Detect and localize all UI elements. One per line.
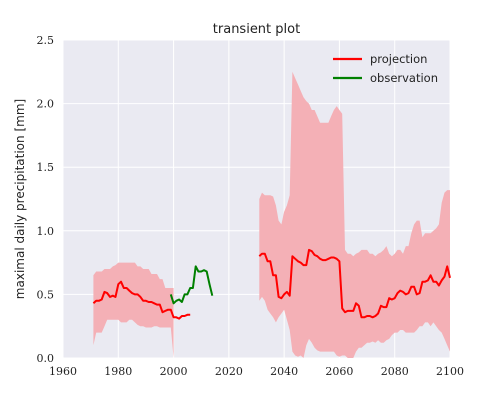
projection-range-band	[93, 262, 174, 358]
x-axis-ticks: 1960 1980 2000 2020 2040 2060 2080 2100	[49, 365, 464, 378]
observation-series-line	[169, 265, 214, 305]
x-tick-label: 1960	[49, 365, 77, 378]
series-lines	[92, 248, 451, 320]
y-tick-label: 1.0	[37, 225, 55, 238]
projection-series-line	[92, 280, 191, 320]
x-tick-label: 1980	[104, 365, 132, 378]
y-tick-label: 0.5	[37, 288, 55, 301]
chart-title: transient plot	[213, 22, 300, 37]
y-axis-ticks: 0.0 0.5 1.0 1.5 2.0 2.5	[37, 34, 55, 365]
x-tick-label: 2020	[215, 365, 243, 378]
legend: projection observation	[333, 52, 438, 85]
projection-series-line	[258, 248, 451, 319]
y-tick-label: 1.5	[37, 161, 55, 174]
y-tick-label: 2.0	[37, 98, 55, 111]
y-tick-label: 2.5	[37, 34, 55, 47]
legend-label-observation: observation	[370, 71, 438, 85]
x-tick-label: 2080	[381, 365, 409, 378]
legend-label-projection: projection	[370, 52, 427, 66]
x-tick-label: 2040	[270, 365, 298, 378]
x-tick-label: 2100	[436, 365, 464, 378]
x-tick-label: 2000	[160, 365, 188, 378]
projection-range-band	[259, 71, 450, 359]
y-axis-label: maximal daily precipitation [mm]	[13, 99, 27, 299]
range-band-group	[93, 71, 450, 359]
y-tick-label: 0.0	[37, 352, 55, 365]
x-tick-label: 2060	[325, 365, 353, 378]
